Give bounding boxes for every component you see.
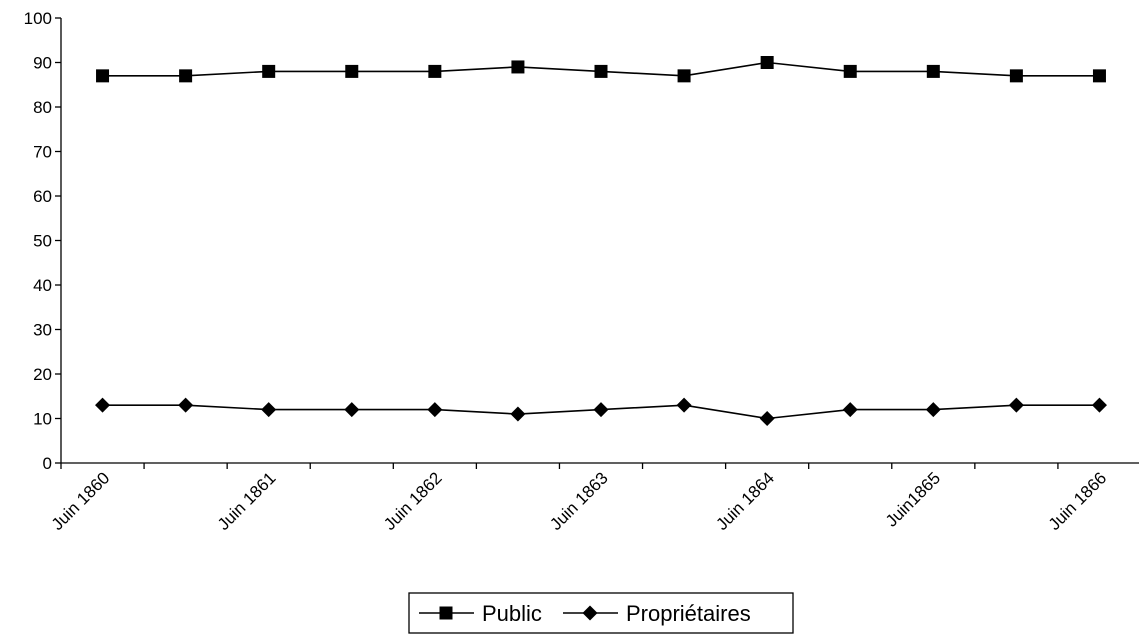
x-tick-label: Juin 1861 [214, 468, 280, 534]
y-tick-label: 30 [33, 321, 52, 340]
legend: Public Propriétaires [408, 592, 794, 634]
legend-marker [439, 606, 453, 620]
legend-label: Public [482, 601, 542, 626]
data-point [759, 411, 775, 426]
x-tick-label: Juin 1866 [1045, 468, 1111, 534]
legend-entry: Public [419, 601, 542, 626]
y-axis-ticks: 0 10 20 30 40 50 60 70 80 90 100 [24, 9, 61, 473]
data-point [1092, 69, 1106, 83]
series-layer [95, 56, 1107, 426]
x-tick-label: Juin 1864 [712, 468, 778, 534]
data-point [511, 60, 525, 74]
y-tick-label: 20 [33, 365, 52, 384]
x-tick-label: Juin 1860 [48, 468, 114, 534]
legend-entry: Propriétaires [563, 601, 751, 626]
axes [60, 18, 1139, 464]
y-tick-label: 0 [43, 454, 52, 473]
data-point [428, 64, 442, 78]
data-point [1091, 397, 1107, 413]
data-point [1009, 69, 1023, 83]
legend-label: Propriétaires [626, 601, 751, 626]
data-point [926, 64, 940, 78]
y-tick-label: 70 [33, 143, 52, 162]
data-point [345, 64, 359, 78]
x-tick-label: Juin 1862 [380, 468, 446, 534]
data-point [594, 64, 608, 78]
data-point [95, 397, 111, 413]
y-tick-label: 90 [33, 54, 52, 73]
data-point [344, 402, 360, 418]
data-point [179, 69, 193, 83]
data-point [262, 64, 276, 78]
y-tick-label: 10 [33, 410, 52, 429]
x-axis-ticks: Juin 1860 Juin 1861 Juin 1862 Juin 1863 Juin… [48, 463, 1111, 534]
data-point [593, 402, 609, 418]
data-point [510, 406, 526, 422]
data-point [427, 402, 443, 418]
y-tick-label: 100 [24, 9, 52, 28]
data-point [925, 402, 941, 418]
legend-marker [582, 605, 598, 621]
data-point [843, 64, 857, 78]
x-tick-label: Juin1865 [882, 468, 944, 530]
data-point [178, 397, 194, 413]
series-public [96, 56, 1106, 83]
data-point [760, 56, 774, 69]
y-tick-label: 80 [33, 98, 52, 117]
data-point [842, 402, 858, 418]
data-point [677, 69, 691, 83]
x-tick-label: Juin 1863 [546, 468, 612, 534]
y-tick-label: 50 [33, 232, 52, 251]
y-tick-label: 60 [33, 187, 52, 206]
y-tick-label: 40 [33, 276, 52, 295]
data-point [676, 397, 692, 413]
data-point [96, 69, 110, 83]
data-point [1008, 397, 1024, 413]
series-proprietaires [95, 397, 1107, 426]
data-point [261, 402, 277, 418]
